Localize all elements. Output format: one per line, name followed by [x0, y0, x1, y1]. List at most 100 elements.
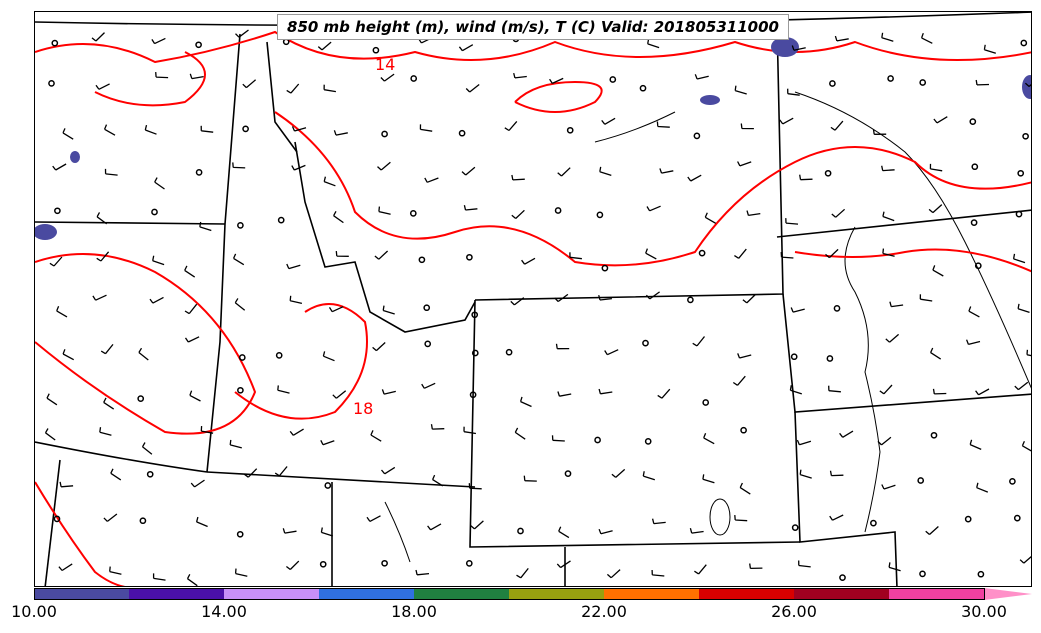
wind-barb: [1017, 303, 1030, 314]
wind-barb: [969, 439, 982, 450]
wind-barb: [317, 41, 332, 51]
station-circle: [465, 560, 473, 567]
colorbar-tick-label: 10.00: [11, 602, 57, 621]
wind-barb: [58, 563, 73, 572]
wind-barb: [199, 221, 212, 232]
wind-barb: [382, 305, 395, 315]
wind-barb: [549, 77, 564, 84]
station-circle: [554, 207, 562, 214]
wind-barb: [378, 206, 391, 215]
station-circle: [1020, 39, 1028, 47]
wind-barb: [242, 79, 257, 89]
station-circle: [237, 386, 244, 394]
wind-barb: [189, 73, 204, 80]
wind-barb: [734, 515, 748, 522]
wind-barb: [551, 435, 565, 442]
wind-barb: [511, 174, 525, 181]
wind-barb: [885, 333, 900, 343]
wind-barb: [598, 528, 613, 535]
wind-speed-fill: [35, 37, 1031, 240]
wind-barb: [56, 306, 68, 318]
station-circle: [829, 80, 836, 87]
wind-barb: [328, 306, 344, 313]
wind-barb: [184, 265, 196, 278]
colorbar-tick-label: 18.00: [391, 602, 437, 621]
wind-barb: [511, 209, 525, 220]
wind-barb: [930, 347, 942, 360]
station-circle: [242, 125, 249, 133]
wind-barb: [555, 343, 570, 350]
wind-barb: [99, 427, 112, 436]
wind-barb: [286, 560, 300, 571]
wind-barb: [514, 427, 526, 440]
station-circle: [596, 211, 604, 219]
wind-barb: [920, 32, 933, 44]
wind-barb: [734, 85, 747, 95]
wind-barb: [96, 212, 108, 225]
wind-barb: [881, 484, 896, 490]
wind-barb: [62, 128, 74, 140]
wind-barb: [427, 523, 442, 531]
wind-barb: [381, 389, 396, 395]
wind-barb: [737, 161, 752, 167]
wind-barb: [1012, 253, 1026, 264]
wind-barb: [243, 468, 258, 478]
wind-barb: [200, 125, 214, 133]
wind-barb: [929, 163, 943, 172]
wind-barb: [415, 569, 430, 576]
wind-barb: [516, 567, 529, 579]
station-circle: [471, 311, 479, 319]
wind-barb: [877, 436, 892, 446]
station-circle: [418, 256, 426, 264]
station-circle: [517, 527, 524, 535]
wind-barb: [659, 168, 674, 174]
station-circle: [238, 354, 246, 361]
station-circle: [1009, 478, 1016, 485]
station-circle: [1017, 169, 1025, 177]
wind-barb: [320, 440, 335, 446]
wind-barb: [734, 248, 747, 259]
wind-barb: [692, 336, 706, 347]
station-circle: [639, 84, 647, 92]
station-circle: [971, 163, 979, 171]
station-circle: [824, 169, 832, 177]
station-circle: [594, 436, 601, 444]
wind-barb: [791, 45, 806, 51]
wind-barb: [976, 482, 989, 493]
wind-barb: [642, 471, 655, 481]
wind-barb: [370, 430, 382, 442]
wind-barb: [651, 569, 665, 577]
wind-barb: [195, 516, 208, 528]
station-circle: [51, 39, 59, 47]
station-circle: [423, 304, 431, 312]
wind-barb: [458, 44, 474, 52]
station-circle: [642, 339, 649, 347]
station-circle: [381, 130, 388, 138]
map-panel: 14 18: [34, 11, 1032, 587]
wind-barb: [421, 382, 436, 389]
wind-barb: [702, 474, 715, 484]
wind-barb: [598, 295, 612, 301]
wind-barb: [504, 120, 518, 132]
wind-barb: [380, 73, 395, 82]
wind-barb: [96, 251, 110, 262]
wind-barb: [601, 117, 616, 125]
station-circle: [54, 207, 61, 215]
wind-barb: [739, 482, 751, 495]
station-circle: [702, 399, 710, 406]
station-circle: [970, 219, 978, 226]
wind-barb: [882, 248, 895, 257]
wind-barb: [186, 573, 198, 586]
wind-barb: [110, 468, 122, 481]
wind-barb: [889, 301, 904, 308]
colorbar-tick-label: 14.00: [201, 602, 247, 621]
wind-barb: [463, 205, 478, 211]
station-circle: [791, 524, 799, 531]
wind-barb: [200, 426, 214, 434]
wind-barb: [569, 252, 582, 260]
wind-barb: [92, 294, 107, 301]
wind-barb: [558, 526, 570, 539]
colorbar-segment: [889, 588, 984, 600]
wind-barb: [604, 349, 619, 356]
station-circle: [53, 515, 61, 523]
